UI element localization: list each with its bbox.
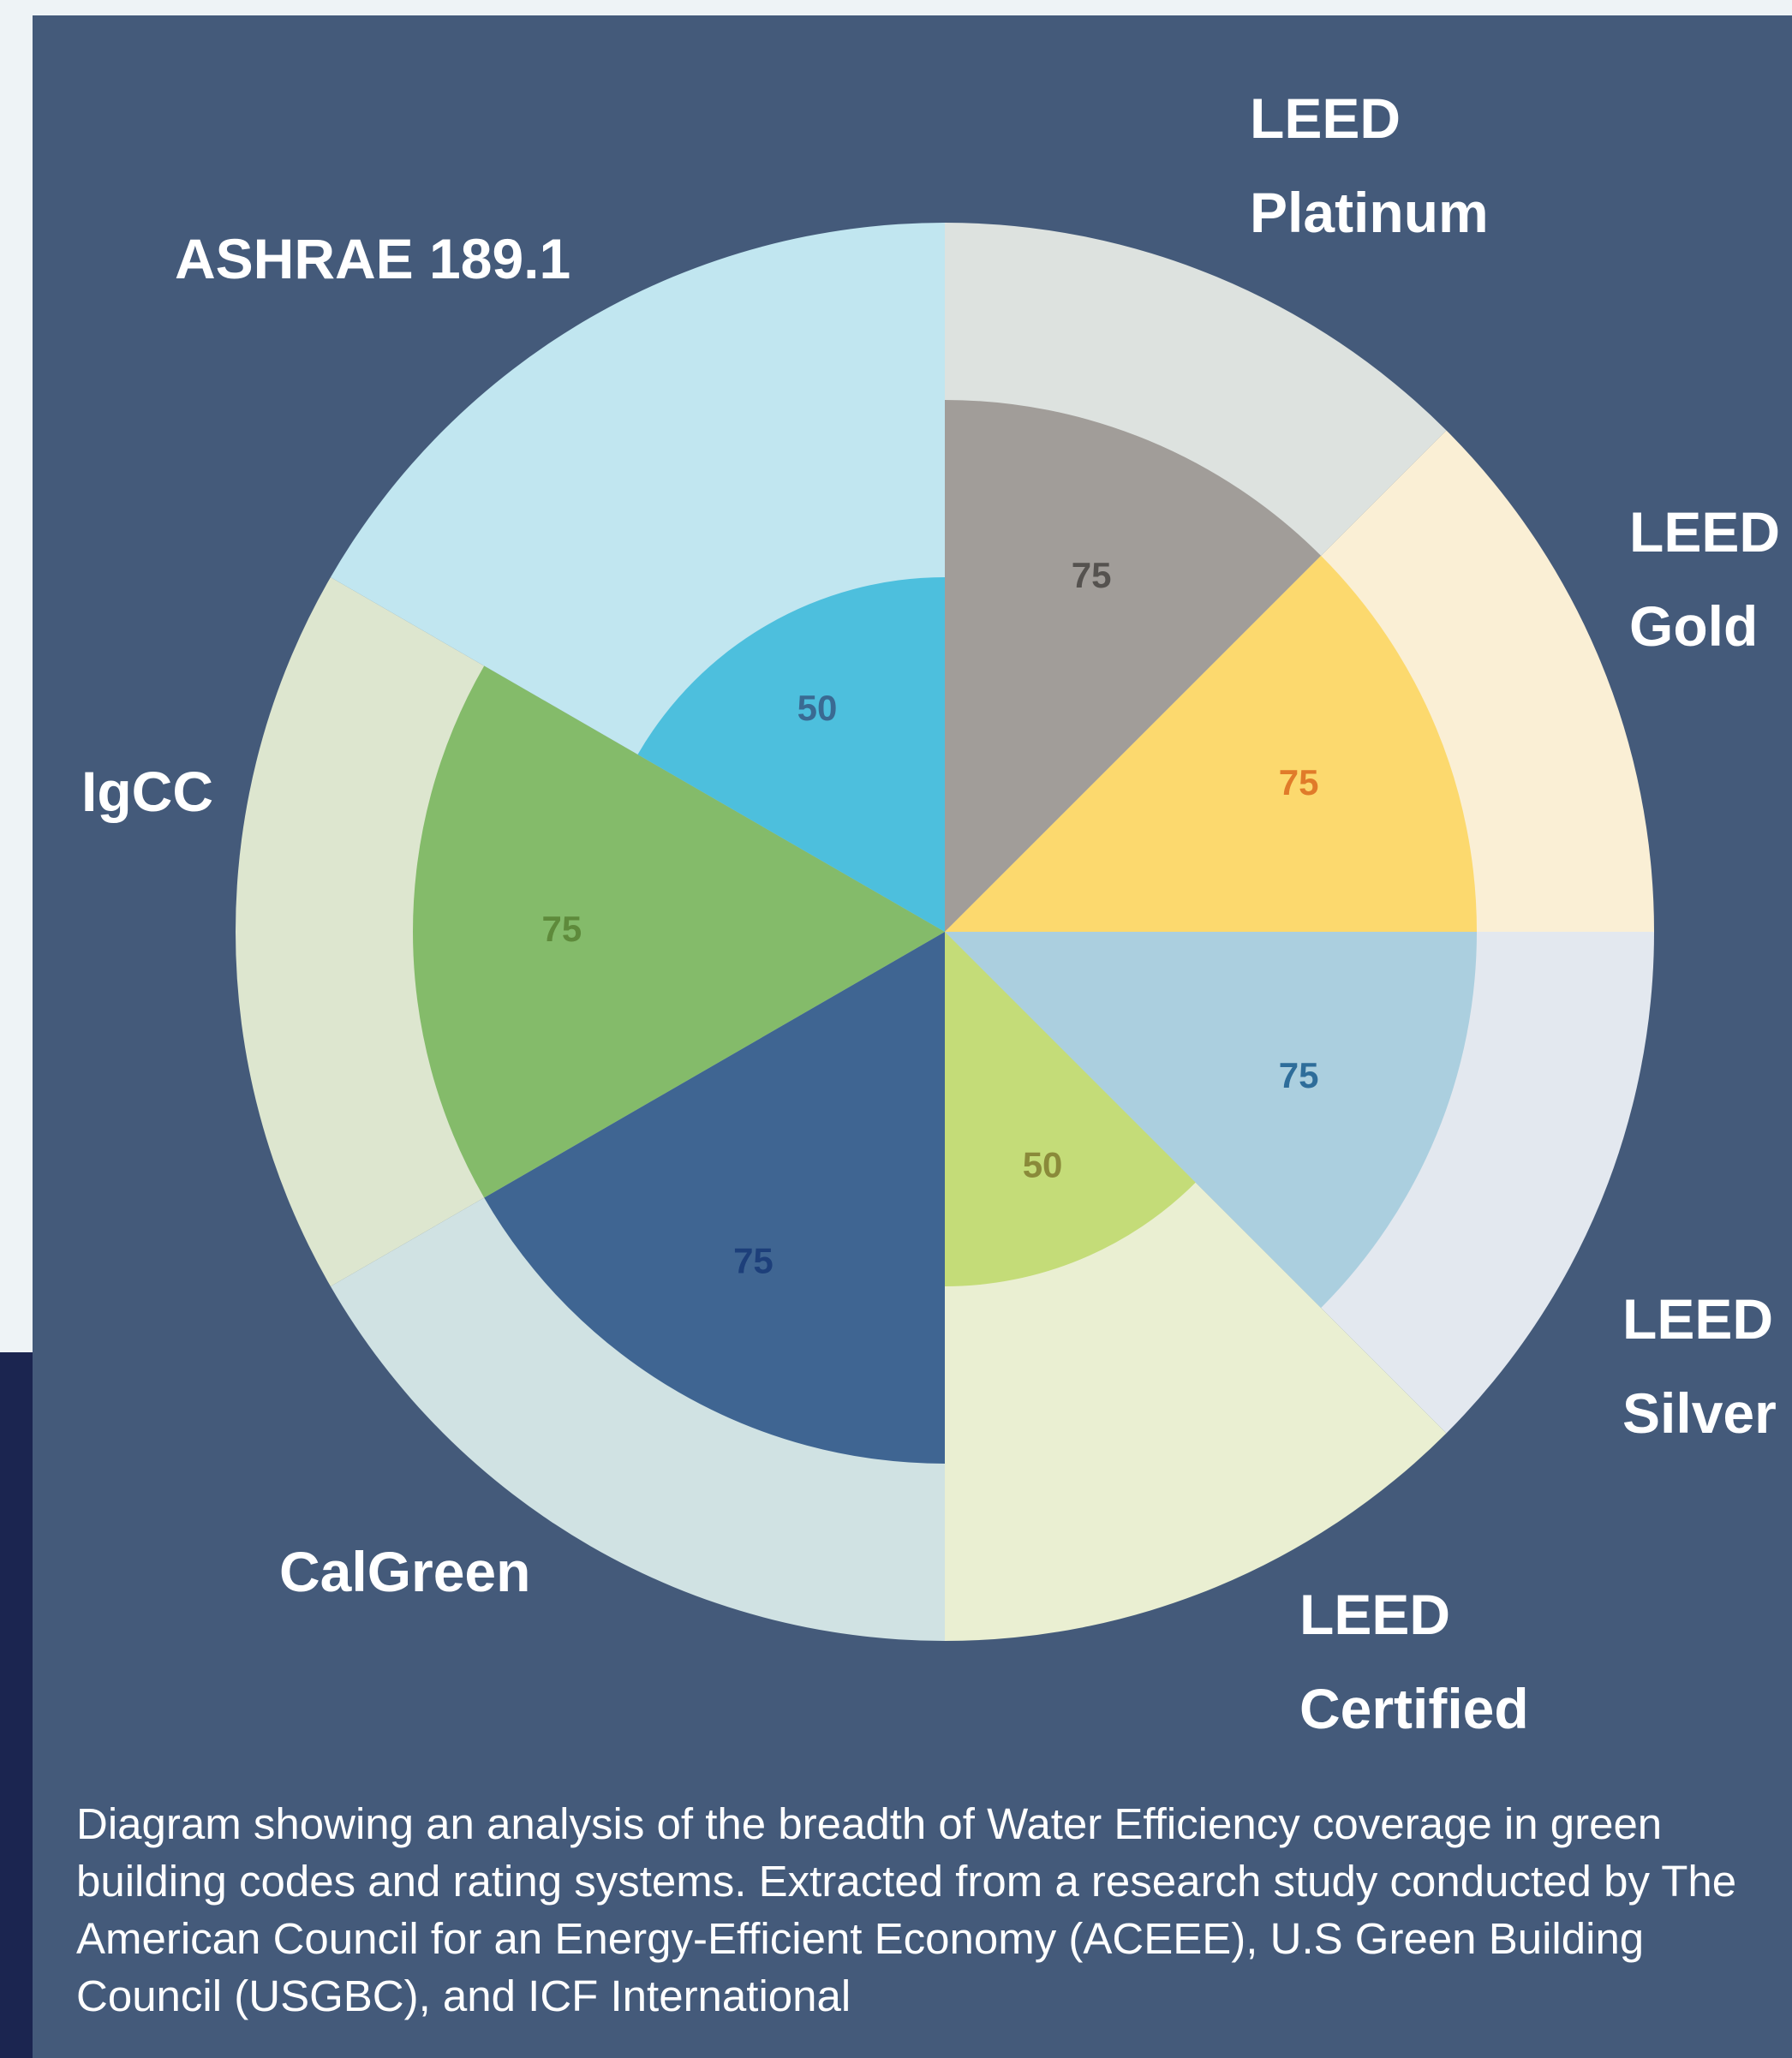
value-label: 75 — [733, 1240, 774, 1280]
value-label: 50 — [797, 688, 838, 728]
category-label: CalGreen — [279, 1524, 530, 1619]
value-label: 50 — [1023, 1144, 1063, 1184]
value-label: 75 — [1279, 1055, 1319, 1095]
category-label: LEED Gold — [1629, 485, 1780, 673]
value-label: 75 — [1279, 762, 1319, 802]
category-label: LEED Silver — [1622, 1272, 1777, 1460]
page: 75 75 75 50 75 75 50 Diagram showing an analys… — [0, 0, 1792, 2058]
value-label: 75 — [542, 909, 582, 949]
category-label: LEED Certified — [1299, 1567, 1529, 1756]
category-label: ASHRAE 189.1 — [175, 212, 570, 306]
category-label: LEED Platinum — [1250, 71, 1489, 259]
value-label: 75 — [1072, 555, 1112, 595]
category-label: IgCC — [81, 744, 213, 838]
caption: Diagram showing an analysis of the bread… — [76, 1795, 1781, 2025]
